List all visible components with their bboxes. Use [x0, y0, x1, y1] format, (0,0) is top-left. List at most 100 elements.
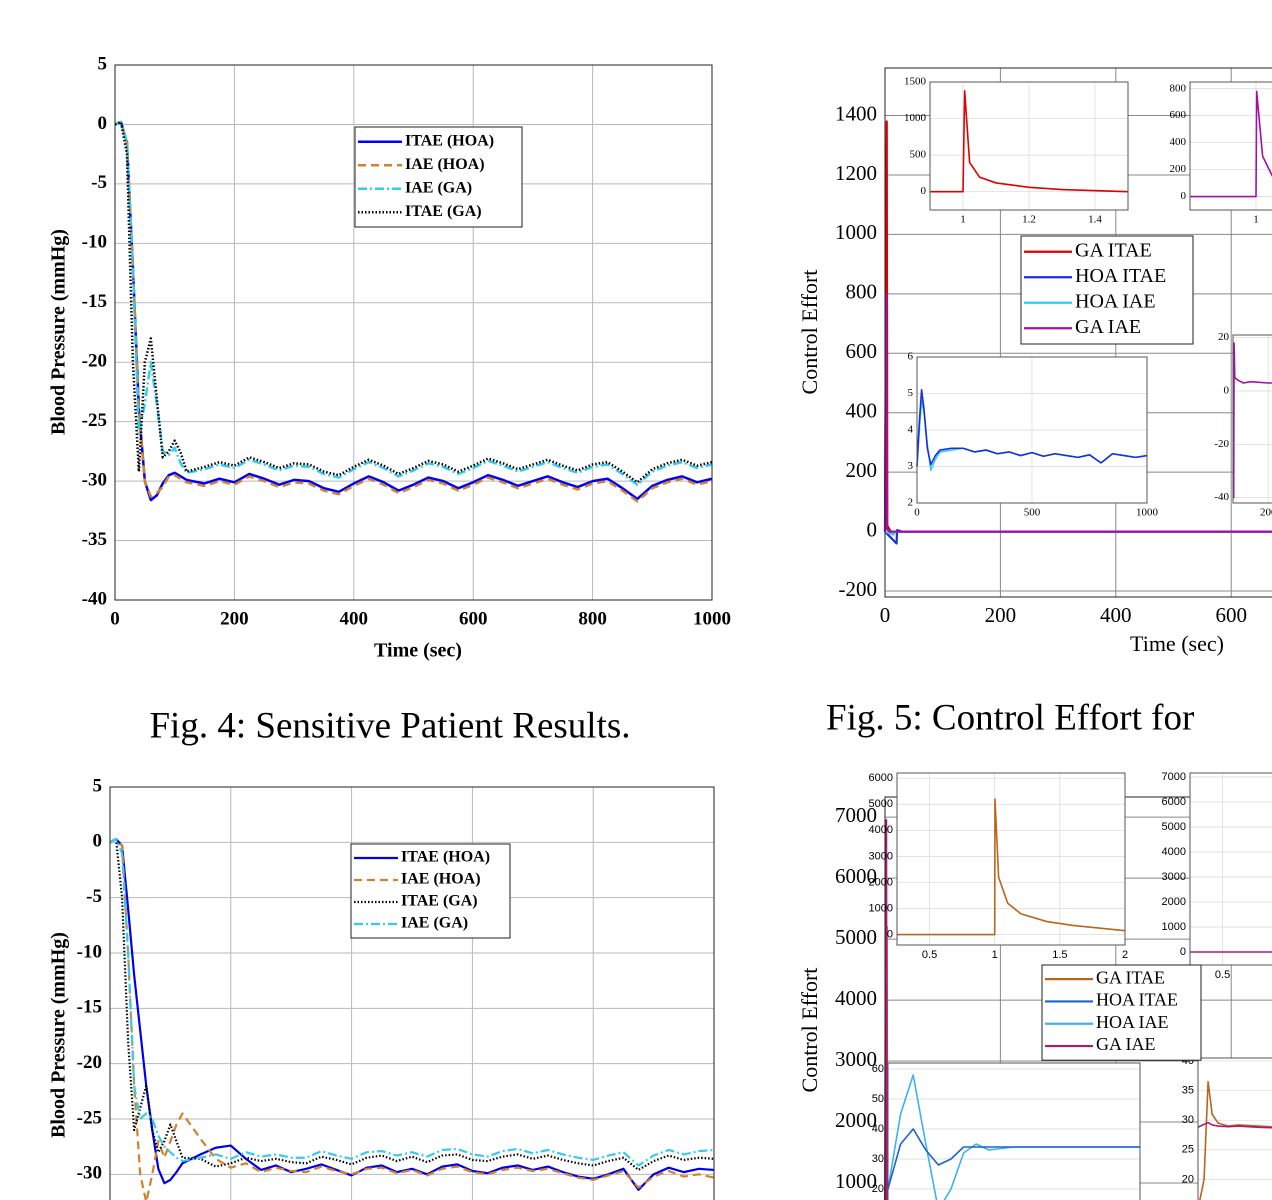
legend-box: [354, 126, 523, 228]
x-tick-label: 500: [1024, 507, 1041, 519]
y-tick-label: 0: [98, 113, 108, 134]
y-tick-label: 4000: [869, 824, 893, 836]
x-tick-label: 0: [914, 507, 920, 519]
legend-box: [1041, 964, 1202, 1061]
series-line: [897, 798, 1126, 936]
y-tick-label: 600: [1170, 109, 1187, 121]
x-tick-label: 800: [578, 608, 607, 629]
series-line: [109, 837, 715, 1167]
y-tick-label: 3000: [869, 850, 893, 862]
y-tick-label: 2000: [869, 876, 893, 888]
y-tick-label: 1400: [835, 101, 877, 125]
series-line: [887, 1128, 1140, 1190]
x-tick-label: 1.5: [1052, 949, 1067, 961]
figure-caption: Fig. 5: Control Effort for: [826, 697, 1194, 738]
x-tick-label: 1.4: [1088, 214, 1102, 226]
y-tick-label: 800: [1170, 82, 1187, 94]
legend-label: IAE (HOA): [401, 871, 481, 888]
y-tick-label: 1000: [835, 220, 877, 244]
y-tick-label: 35: [1182, 1084, 1194, 1096]
plot-frame: [887, 1062, 1141, 1200]
y-tick-label: 40: [872, 1123, 884, 1135]
y-tick-label: 400: [846, 399, 878, 423]
y-tick-label: 800: [846, 280, 878, 304]
y-tick-label: 7000: [835, 803, 877, 827]
inset-background: [1190, 82, 1272, 210]
y-tick-label: 0: [1180, 946, 1186, 958]
y-tick-label: 30: [872, 1153, 884, 1165]
x-tick-label: 1.2: [1022, 214, 1036, 226]
y-tick-label: 6000: [835, 864, 877, 888]
x-tick-label: 1: [1253, 214, 1259, 226]
legend-label: IAE (GA): [405, 179, 472, 196]
y-tick-label: 5: [908, 387, 914, 399]
legend-label: ITAE (GA): [405, 203, 482, 220]
legend-label: GA ITAE: [1096, 967, 1165, 987]
y-tick-label: 30: [1182, 1114, 1194, 1126]
y-tick-label: -25: [82, 410, 107, 431]
y-tick-label: 4000: [835, 986, 877, 1010]
y-tick-label: 5: [98, 53, 108, 74]
y-tick-label: -20: [82, 351, 107, 372]
y-tick-label: 20: [1218, 331, 1230, 343]
inset-background: [1198, 1058, 1272, 1200]
y-tick-label: 0: [93, 831, 103, 852]
x-tick-label: 0: [110, 608, 120, 629]
legend-label: IAE (GA): [401, 915, 468, 932]
plot-frame: [109, 786, 715, 1200]
x-axis-label: Time (sec): [1130, 631, 1224, 656]
y-tick-label: 1000: [835, 1169, 877, 1193]
plot-frame: [884, 67, 1272, 598]
y-tick-label: 6: [908, 351, 914, 363]
y-tick-label: -40: [1214, 491, 1229, 503]
x-tick-label: 1000: [693, 608, 731, 629]
y-tick-label: 2000: [1162, 896, 1186, 908]
plot-frame: [929, 81, 1129, 211]
y-tick-label: 25: [1182, 1144, 1194, 1156]
inset-background: [888, 1063, 1140, 1200]
inset-background: [897, 773, 1125, 945]
series-line: [883, 292, 1272, 533]
y-tick-label: -40: [82, 588, 107, 609]
legend-label: HOA IAE: [1096, 1012, 1169, 1032]
x-tick-label: 600: [1215, 603, 1247, 627]
y-axis-label: Control Effort: [797, 270, 822, 395]
y-tick-label: -200: [839, 577, 878, 601]
y-tick-label: 4: [908, 424, 914, 436]
x-tick-label: 0.5: [1215, 969, 1230, 981]
y-tick-label: 5000: [835, 925, 877, 949]
figure-caption: Fig. 4: Sensitive Patient Results.: [149, 705, 630, 746]
y-tick-label: 5000: [869, 798, 893, 810]
y-tick-label: 1200: [835, 161, 877, 185]
y-tick-label: 6000: [1162, 796, 1186, 808]
plot-frame: [114, 64, 713, 601]
y-tick-label: 5: [93, 775, 103, 796]
y-tick-label: 1500: [904, 76, 927, 88]
y-tick-label: 6000: [869, 772, 893, 784]
y-tick-label: 60: [872, 1063, 884, 1075]
x-tick-label: 0.5: [922, 949, 937, 961]
legend-box: [350, 843, 511, 939]
series-line: [884, 819, 888, 1200]
y-axis-label: Blood Pressure (mmHg): [48, 932, 70, 1138]
y-tick-label: 2: [908, 497, 914, 509]
y-tick-label: 2000: [835, 1108, 877, 1132]
series-line: [1197, 1121, 1272, 1129]
y-tick-label: 3000: [1162, 871, 1186, 883]
y-tick-label: 0: [1181, 190, 1187, 202]
plot-frame: [884, 796, 1272, 1200]
y-tick-label: 4000: [1162, 846, 1186, 858]
x-tick-label: 2: [1122, 949, 1128, 961]
y-tick-label: 1000: [904, 112, 927, 124]
y-tick-label: 7000: [1162, 771, 1186, 783]
x-tick-label: 200: [1260, 507, 1272, 519]
y-tick-label: -5: [91, 172, 107, 193]
series-line: [930, 89, 1129, 193]
series-line: [916, 389, 1148, 467]
plot-frame: [1189, 81, 1272, 211]
series-line: [1190, 90, 1272, 198]
y-tick-label: -20: [77, 1052, 102, 1073]
legend-label: GA IAE: [1096, 1034, 1156, 1054]
x-tick-label: 1: [992, 949, 998, 961]
